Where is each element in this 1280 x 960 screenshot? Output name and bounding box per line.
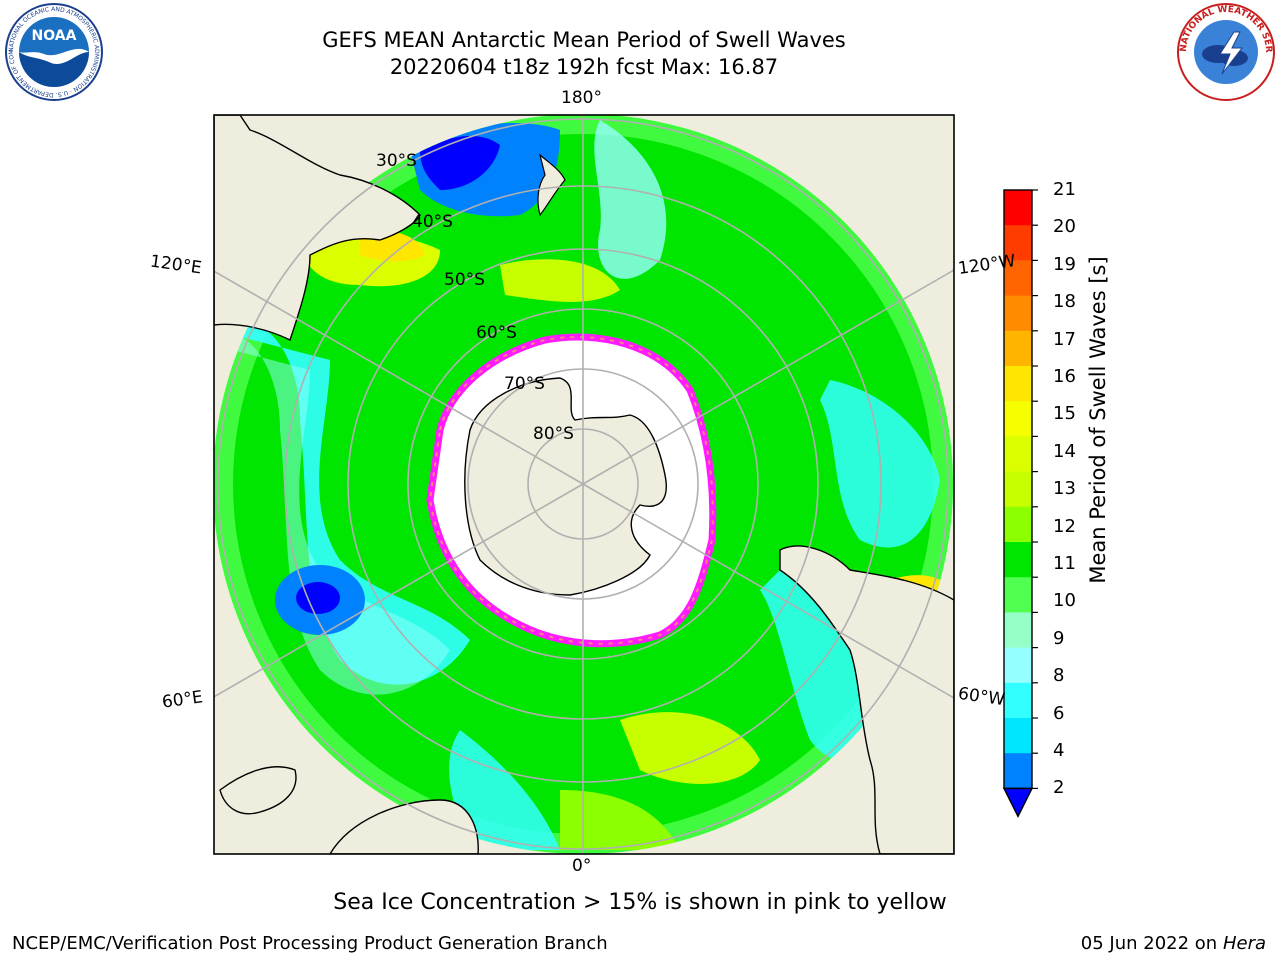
lon-label-180: 180°	[561, 88, 602, 108]
colorbar-swatch-15	[1004, 401, 1032, 437]
colorbar-tick-label: 10	[1053, 590, 1076, 612]
colorbar-tick-label: 19	[1053, 253, 1076, 275]
madagascar	[219, 766, 297, 815]
colorbar-frame	[1003, 189, 1033, 790]
colorbar-swatch-2	[1004, 753, 1032, 789]
colorbar-swatch-9	[1004, 612, 1032, 649]
chart-subtitle: 20220604 t18z 192h fcst Max: 16.87	[389, 55, 779, 79]
footer-credit: NCEP/EMC/Verification Post Processing Pr…	[12, 933, 608, 954]
map-frame	[213, 114, 955, 855]
nws-logo: NATIONAL WEATHER SERVICE	[1176, 2, 1275, 101]
colorbar-tick-label: 14	[1053, 440, 1076, 462]
colorbar-swatch-10	[1004, 577, 1032, 613]
colorbar-swatch-8	[1004, 647, 1032, 684]
colorbar-swatch-11	[1004, 542, 1032, 578]
colorbar-tick-label: 13	[1053, 478, 1076, 500]
colorbar-swatch-6	[1004, 682, 1032, 719]
colorbar-swatch-17	[1004, 330, 1032, 367]
lat-label-60s: 60°S	[476, 323, 517, 343]
footer-date: 05 Jun 2022 on Hera	[1081, 933, 1266, 954]
lat-label-30s: 30°S	[376, 151, 417, 171]
colorbar-tick-label: 9	[1053, 627, 1065, 649]
colorbar-swatch-12	[1004, 506, 1032, 543]
svg-text:NOAA: NOAA	[32, 28, 77, 44]
colorbar-tick-label: 16	[1053, 366, 1076, 387]
colorbar-tick-label: 6	[1053, 702, 1065, 724]
footer-host: Hera	[1222, 933, 1266, 954]
colorbar-tick-label: 18	[1053, 291, 1076, 313]
lon-label-0: 0°	[572, 856, 592, 876]
colorbar-tick-label: 11	[1053, 553, 1076, 574]
lat-label-70s: 70°S	[504, 374, 545, 394]
colorbar-tick-label: 2	[1053, 777, 1065, 799]
lat-label-50s: 50°S	[444, 270, 485, 290]
africa	[329, 799, 479, 854]
colorbar-tick-label: 12	[1053, 515, 1076, 537]
colorbar-tick-label: 15	[1053, 403, 1076, 425]
colorbar-swatch-4	[1004, 718, 1032, 754]
colorbar-extend-arrow	[1002, 787, 1034, 818]
colorbar-tick-label: 20	[1053, 216, 1076, 238]
colorbar-swatch-20	[1004, 225, 1032, 261]
footer-date-text: 05 Jun 2022 on	[1080, 933, 1218, 954]
noaa-logo: NOAA NATIONAL OCEANIC AND ATMOSPHERIC AD…	[4, 2, 103, 101]
antarctica	[464, 377, 667, 596]
colorbar-tick-label: 21	[1053, 179, 1076, 200]
colorbar-swatch-16	[1004, 366, 1032, 402]
colorbar-swatch-19	[1004, 260, 1032, 297]
colorbar-swatch-14	[1004, 436, 1032, 473]
lat-label-80s: 80°S	[533, 424, 574, 444]
colorbar	[1002, 189, 1038, 818]
colorbar-tick-label: 17	[1053, 328, 1076, 350]
colorbar-swatch-13	[1004, 471, 1032, 508]
australia	[214, 115, 421, 341]
lat-label-40s: 40°S	[412, 212, 453, 232]
sea-ice-caption: Sea Ice Concentration > 15% is shown in …	[333, 890, 947, 915]
graticule	[214, 115, 954, 854]
colorbar-swatch-21	[1004, 190, 1032, 226]
chart-title: GEFS MEAN Antarctic Mean Period of Swell…	[322, 28, 846, 52]
colorbar-tick-label: 8	[1053, 665, 1065, 687]
colorbar-tick-label: 4	[1053, 740, 1065, 761]
south-america	[779, 545, 954, 854]
colorbar-swatch-18	[1004, 295, 1032, 332]
